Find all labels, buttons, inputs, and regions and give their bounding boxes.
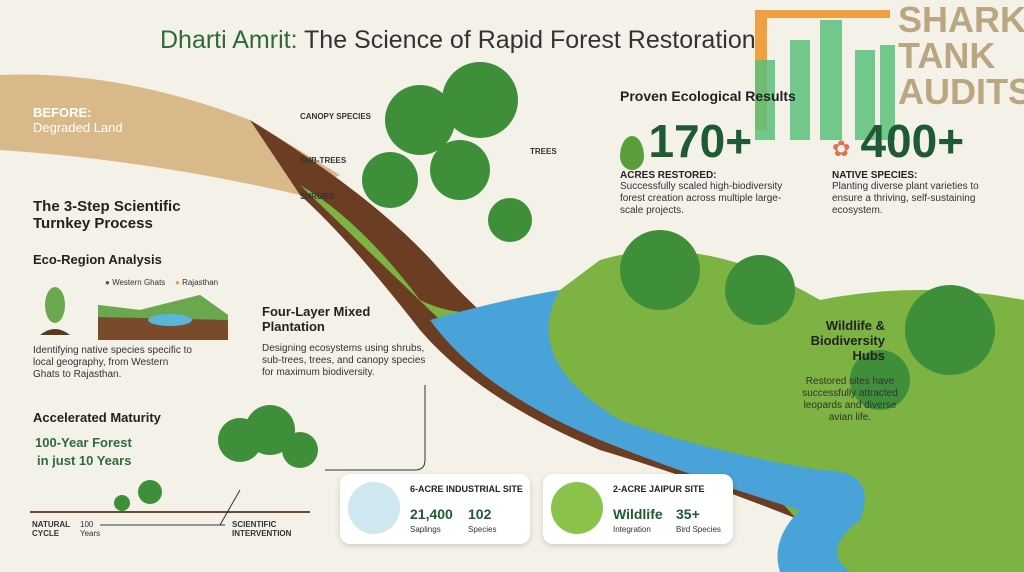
leaf-icon [620, 135, 644, 170]
eco-region-illustration [40, 287, 228, 340]
results-heading: Proven Ecological Results [620, 88, 796, 104]
wildlife-title: Wildlife & Biodiversity Hubs [810, 318, 885, 363]
trees [114, 62, 995, 511]
location-western-ghats: ● Western Ghats [105, 278, 166, 287]
wildlife-icon [551, 482, 603, 534]
location-rajasthan: ● Rajasthan [175, 278, 219, 287]
shrubs-label: SHRUBS [300, 192, 334, 201]
natural-cycle-label: NATURAL CYCLE [32, 520, 70, 538]
jaipur-site-card: 2-ACRE JAIPUR SITE Wildlife Integration … [543, 474, 733, 544]
trees-label: TREES [530, 147, 557, 156]
shark-tank-audits-logo: SHARK TANK AUDITS [898, 0, 1024, 112]
before-label: BEFORE: Degraded Land [33, 105, 123, 135]
acres-stat: 170+ ACRES RESTORED: Successfully scaled… [620, 115, 783, 216]
page-title: Dharti Amrit: The Science of Rapid Fores… [160, 26, 756, 54]
river [430, 290, 865, 572]
four-layer-title: Four-Layer Mixed Plantation [262, 304, 371, 334]
industrial-icon [348, 482, 400, 534]
eco-desc: Identifying native species specific to l… [33, 345, 192, 380]
years-label: 100 Years [80, 520, 101, 538]
industrial-site-card: 6-ACRE INDUSTRIAL SITE 21,400 Saplings 1… [340, 474, 530, 544]
process-heading: The 3-Step Scientific Turnkey Process [33, 198, 181, 232]
four-layer-desc: Designing ecosystems using shrubs, sub-t… [262, 343, 426, 378]
flower-icon: ✿ [832, 135, 851, 161]
cracked-land [0, 74, 340, 195]
scientific-label: SCIENTIFIC INTERVENTION [232, 520, 292, 538]
accel-highlight-1: 100-Year Forest [35, 435, 132, 450]
species-stat: ✿ 400+ NATIVE SPECIES: Planting diverse … [832, 115, 979, 216]
wildlife-desc: Restored sites have successfully attract… [802, 376, 898, 423]
subtrees-label: SUB-TREES [300, 156, 347, 165]
eco-title: Eco-Region Analysis [33, 252, 162, 267]
accel-title: Accelerated Maturity [33, 410, 161, 425]
canopy-label: CANOPY SPECIES [300, 112, 371, 121]
accel-highlight-2: in just 10 Years [37, 453, 132, 468]
